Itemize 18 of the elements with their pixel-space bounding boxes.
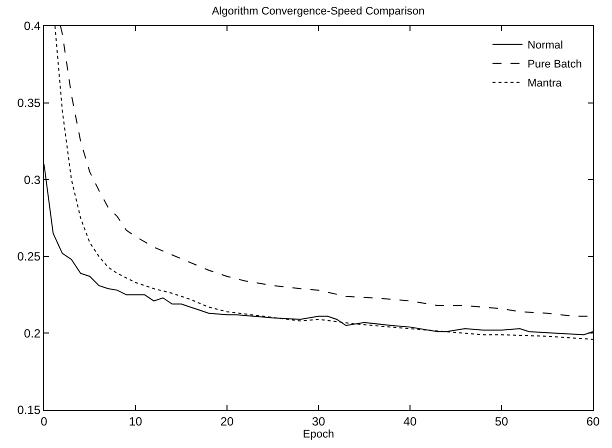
y-tick-label: 0.35: [17, 96, 41, 110]
legend-label: Pure Batch: [528, 58, 582, 71]
y-tick-label: 0.2: [24, 326, 41, 340]
chart-title: Algorithm Convergence-Speed Comparison: [212, 5, 425, 18]
x-tick-label: 50: [494, 414, 508, 428]
x-tick-label: 20: [220, 414, 234, 428]
y-tick-label: 0.3: [24, 172, 41, 187]
x-tick-label: 0: [40, 414, 48, 428]
x-tick-label: 30: [312, 414, 326, 428]
legend-label: Mantra: [528, 78, 563, 90]
x-tick-label: 40: [403, 414, 417, 428]
x-tick-label: 10: [128, 414, 142, 428]
y-tick-label: 0.4: [24, 19, 41, 34]
x-tick-label: 60: [586, 414, 600, 428]
legend-label: Normal: [528, 40, 563, 52]
y-tick-label: 0.25: [17, 250, 41, 264]
x-axis-title: Epoch: [302, 428, 334, 440]
y-tick-label: 0.15: [17, 403, 41, 418]
